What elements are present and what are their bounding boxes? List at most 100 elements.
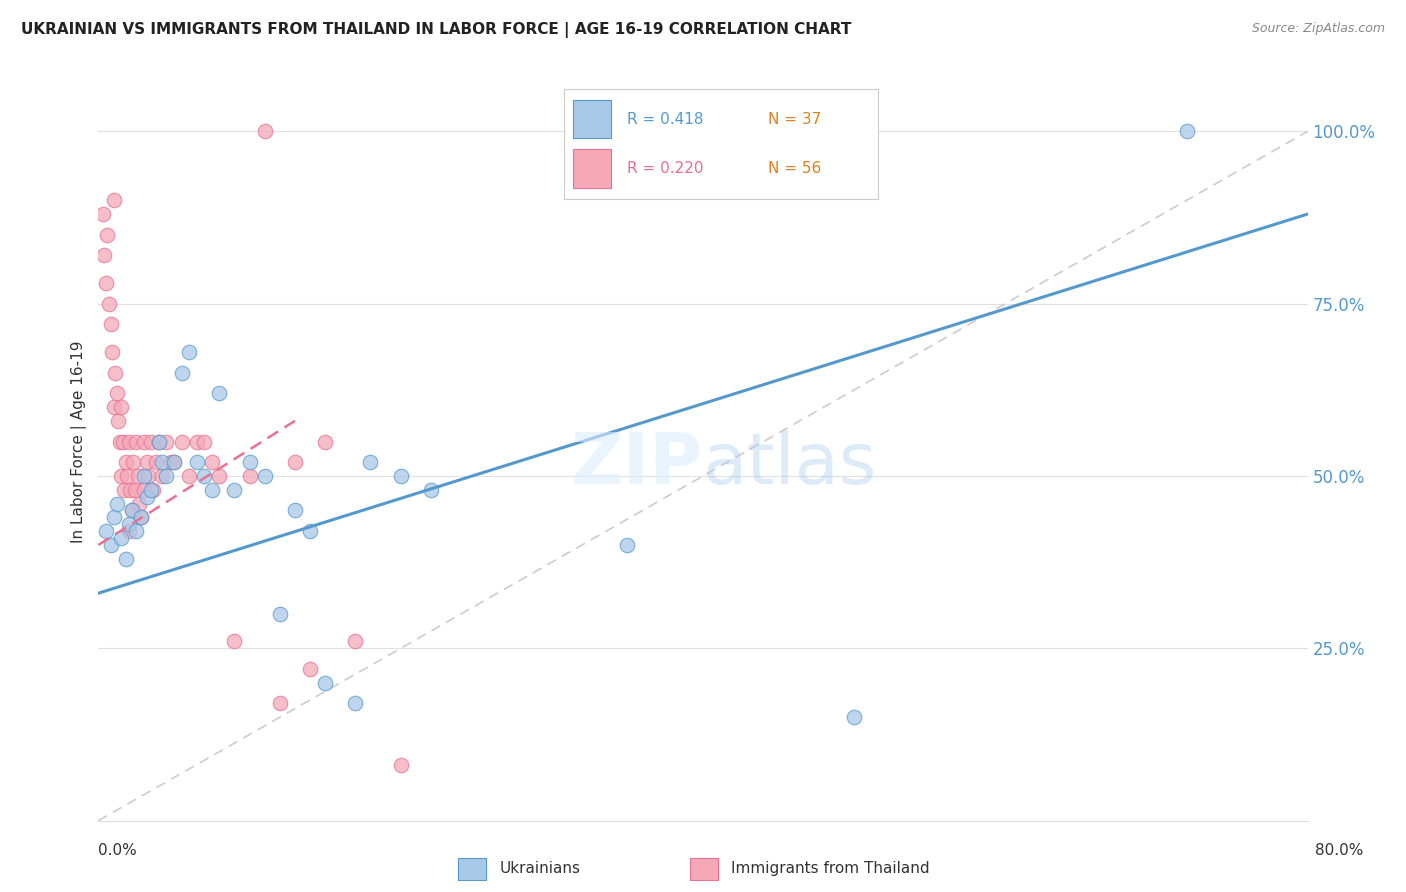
Point <box>129 510 152 524</box>
Point <box>208 469 231 483</box>
Point <box>124 483 146 497</box>
Point <box>121 503 143 517</box>
Point <box>91 207 114 221</box>
Text: Ukrainians: Ukrainians <box>499 862 581 876</box>
Point <box>186 434 208 449</box>
Point <box>145 455 167 469</box>
Point <box>114 551 136 566</box>
Text: atlas: atlas <box>703 430 877 499</box>
Point <box>201 483 224 497</box>
Point <box>150 469 173 483</box>
Point <box>132 483 155 497</box>
Point <box>104 366 127 380</box>
Point <box>616 538 638 552</box>
Point <box>94 524 117 538</box>
Point <box>129 510 152 524</box>
Point <box>389 758 412 772</box>
Point <box>135 490 157 504</box>
Point <box>100 538 122 552</box>
Point <box>101 345 124 359</box>
Point <box>105 386 128 401</box>
Point <box>269 607 291 621</box>
Point <box>269 697 291 711</box>
Point <box>253 469 276 483</box>
Point <box>96 227 118 242</box>
Point <box>179 345 201 359</box>
Point <box>299 662 322 676</box>
Text: ZIP: ZIP <box>571 430 703 499</box>
Point <box>118 434 141 449</box>
Point <box>155 469 177 483</box>
Point <box>148 434 170 449</box>
Point <box>344 697 367 711</box>
Point <box>389 469 412 483</box>
Point <box>118 517 141 532</box>
Point <box>420 483 443 497</box>
Text: 80.0%: 80.0% <box>1316 843 1364 858</box>
Point <box>120 483 142 497</box>
Point <box>163 455 186 469</box>
Point <box>114 455 136 469</box>
Point <box>160 455 183 469</box>
Point <box>103 510 125 524</box>
Point <box>127 469 149 483</box>
Point <box>128 497 150 511</box>
Point <box>141 434 163 449</box>
Point <box>284 503 307 517</box>
Point <box>132 434 155 449</box>
Point <box>314 434 336 449</box>
Point <box>201 455 224 469</box>
Point <box>141 483 163 497</box>
Point <box>1175 124 1198 138</box>
Text: Immigrants from Thailand: Immigrants from Thailand <box>731 862 929 876</box>
Point <box>170 434 193 449</box>
Point <box>193 469 215 483</box>
Point <box>284 455 307 469</box>
Point <box>150 455 173 469</box>
Point <box>360 455 382 469</box>
Point <box>179 469 201 483</box>
Point <box>224 483 246 497</box>
Point <box>121 503 143 517</box>
Point <box>107 414 129 428</box>
Point <box>142 483 165 497</box>
Point <box>224 634 246 648</box>
Point <box>253 124 276 138</box>
Point <box>110 469 132 483</box>
Point <box>115 469 138 483</box>
Point <box>136 469 159 483</box>
Point <box>314 675 336 690</box>
Y-axis label: In Labor Force | Age 16-19: In Labor Force | Age 16-19 <box>72 340 87 543</box>
Point <box>239 469 262 483</box>
Point <box>93 248 115 262</box>
Point <box>163 455 186 469</box>
Point <box>118 524 141 538</box>
Point <box>844 710 866 724</box>
Point <box>110 531 132 545</box>
Point <box>208 386 231 401</box>
Point <box>98 296 121 310</box>
Point <box>193 434 215 449</box>
Point <box>112 483 135 497</box>
Point <box>299 524 322 538</box>
Point <box>239 455 262 469</box>
Point <box>122 455 145 469</box>
Point <box>111 434 134 449</box>
Point <box>108 434 131 449</box>
Point <box>103 400 125 414</box>
Point <box>170 366 193 380</box>
Text: UKRAINIAN VS IMMIGRANTS FROM THAILAND IN LABOR FORCE | AGE 16-19 CORRELATION CHA: UKRAINIAN VS IMMIGRANTS FROM THAILAND IN… <box>21 22 852 38</box>
Point <box>132 469 155 483</box>
Point <box>125 434 148 449</box>
Point <box>100 318 122 332</box>
Point <box>186 455 208 469</box>
Point <box>135 455 157 469</box>
Text: 0.0%: 0.0% <box>98 843 138 858</box>
Point <box>94 276 117 290</box>
Point <box>155 434 177 449</box>
Point <box>125 524 148 538</box>
Point <box>344 634 367 648</box>
Point <box>110 400 132 414</box>
Point <box>105 497 128 511</box>
Point <box>148 434 170 449</box>
